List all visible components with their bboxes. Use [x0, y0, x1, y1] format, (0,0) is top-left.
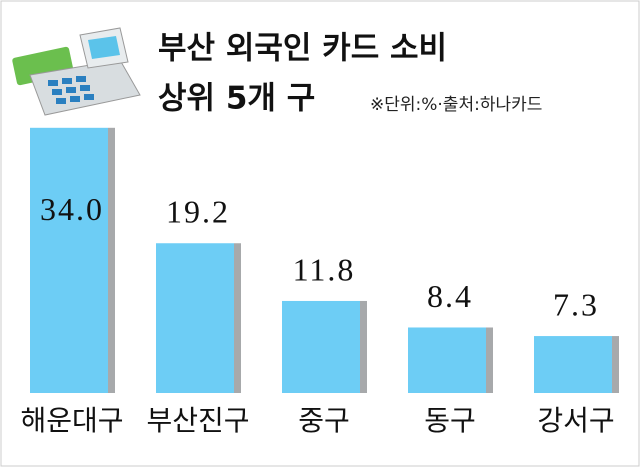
x-tick-label: 해운대구	[20, 404, 123, 437]
note: ※단위:%·출처:하나카드	[370, 95, 542, 115]
value-label: 7.3	[553, 286, 599, 322]
chart-title: 부산 외국인 카드 소비	[158, 31, 447, 67]
value-label: 34.0	[40, 191, 104, 227]
chart-title: 상위 5개 구	[158, 81, 315, 117]
value-label: 19.2	[166, 194, 230, 230]
bar-shadow	[360, 300, 367, 393]
x-tick-label: 동구	[424, 404, 476, 437]
bar	[282, 300, 360, 393]
x-tick-label: 부산진구	[146, 404, 249, 437]
x-tick-label: 강서구	[537, 404, 614, 437]
bar	[534, 336, 612, 393]
value-label: 8.4	[427, 278, 473, 314]
bar-shadow	[234, 243, 241, 393]
bar	[408, 327, 486, 393]
x-tick-label: 중구	[298, 404, 350, 437]
value-label: 11.8	[293, 251, 356, 287]
bar-shadow	[108, 127, 115, 394]
card-terminal-icon	[12, 27, 141, 116]
bar	[156, 243, 234, 393]
bar	[30, 127, 108, 394]
bar-shadow	[612, 336, 619, 393]
bar-shadow	[486, 327, 493, 393]
